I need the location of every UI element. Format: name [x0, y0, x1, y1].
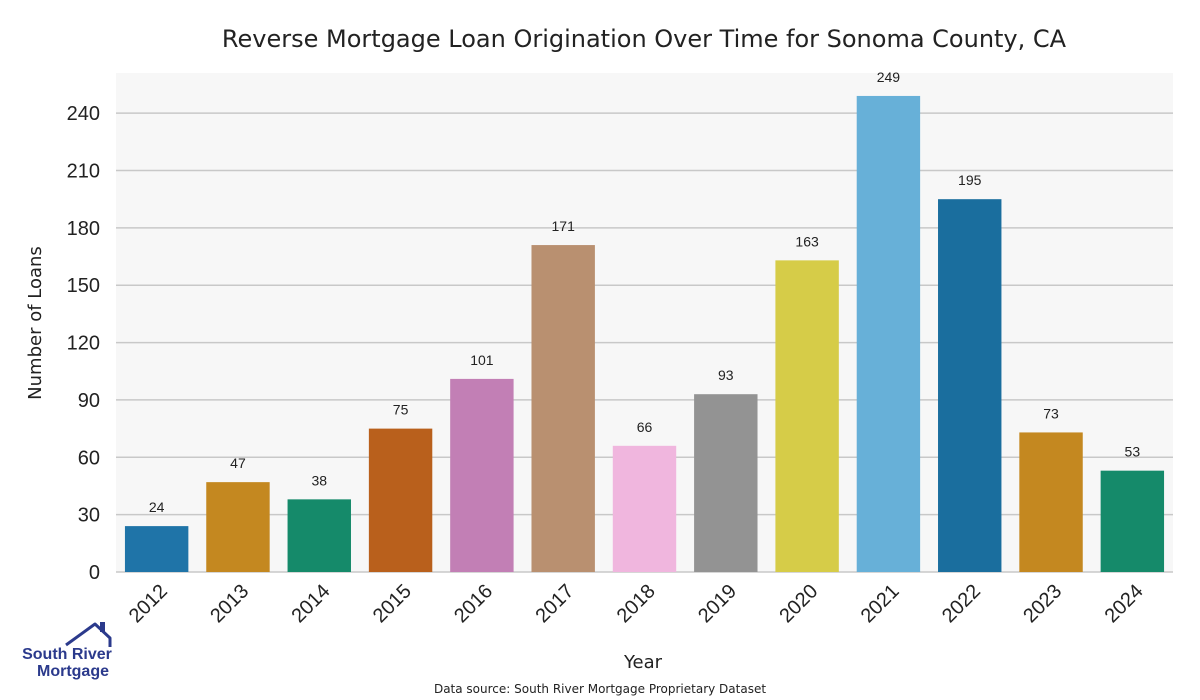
- x-tick-label: 2018: [613, 580, 660, 627]
- source-note: Data source: South River Mortgage Propri…: [434, 682, 766, 696]
- data-label-2012: 24: [149, 499, 165, 515]
- x-tick-label: 2019: [694, 580, 741, 627]
- bar-2024: [1100, 470, 1165, 572]
- chimney-icon: [100, 622, 105, 632]
- y-tick-label: 150: [67, 275, 100, 297]
- y-tick-label: 0: [89, 562, 100, 584]
- x-axis-label: Year: [623, 652, 663, 673]
- data-label-2015: 75: [393, 402, 409, 418]
- x-tick-label: 2023: [1019, 580, 1066, 627]
- bar-2021: [856, 95, 921, 572]
- y-tick-label: 120: [67, 333, 100, 355]
- data-label-2019: 93: [718, 367, 734, 383]
- x-axis-ticks: 2012 2013 2014 2015 2016 2017 2018 2019 2020 2021…: [125, 580, 1148, 627]
- y-tick-label: 210: [67, 161, 100, 183]
- data-label-2016: 101: [470, 352, 494, 368]
- x-tick-label: 2020: [775, 580, 822, 627]
- y-axis-label: Number of Loans: [25, 246, 46, 400]
- x-tick-label: 2024: [1101, 580, 1148, 627]
- y-axis-ticks: 0 30 60 90 120 150 180 210 240: [67, 103, 100, 584]
- x-tick-label: 2016: [450, 580, 497, 627]
- bar-2019: [694, 394, 758, 572]
- y-tick-label: 240: [67, 103, 100, 125]
- data-label-2013: 47: [230, 455, 246, 471]
- logo: South River Mortgage: [22, 622, 112, 680]
- bars: [124, 95, 1165, 573]
- bar-2012: [124, 526, 189, 572]
- data-labels: 24 47 38 75 101 171 66 93 163 249 195 73 53: [149, 69, 1140, 515]
- x-tick-label: 2021: [857, 580, 904, 627]
- data-label-2017: 171: [552, 218, 576, 234]
- data-label-2022: 195: [958, 172, 982, 188]
- x-tick-label: 2017: [531, 580, 578, 627]
- data-label-2014: 38: [311, 472, 327, 488]
- chart-title: Reverse Mortgage Loan Origination Over T…: [222, 25, 1067, 53]
- data-label-2018: 66: [637, 419, 653, 435]
- bar-2015: [368, 428, 433, 572]
- bar-2023: [1019, 432, 1083, 572]
- logo-line2: Mortgage: [37, 663, 109, 680]
- data-label-2024: 53: [1125, 444, 1141, 460]
- bar-2017: [531, 245, 595, 572]
- bar-2014: [287, 499, 351, 572]
- data-label-2023: 73: [1043, 405, 1059, 421]
- y-tick-label: 30: [78, 505, 100, 527]
- y-tick-label: 90: [78, 390, 100, 412]
- x-tick-label: 2012: [125, 580, 172, 627]
- data-label-2020: 163: [795, 233, 819, 249]
- logo-line1: South River: [22, 646, 112, 663]
- y-tick-label: 60: [78, 447, 100, 469]
- bar-2016: [450, 378, 514, 572]
- x-tick-label: 2013: [206, 580, 253, 627]
- bar-2020: [775, 260, 839, 572]
- bar-2013: [206, 482, 270, 572]
- x-tick-label: 2014: [288, 580, 335, 627]
- bar-2022: [938, 199, 1002, 573]
- x-tick-label: 2022: [938, 580, 985, 627]
- x-tick-label: 2015: [369, 580, 416, 627]
- data-label-2021: 249: [877, 69, 901, 85]
- y-tick-label: 180: [67, 218, 100, 240]
- bar-2018: [612, 445, 677, 572]
